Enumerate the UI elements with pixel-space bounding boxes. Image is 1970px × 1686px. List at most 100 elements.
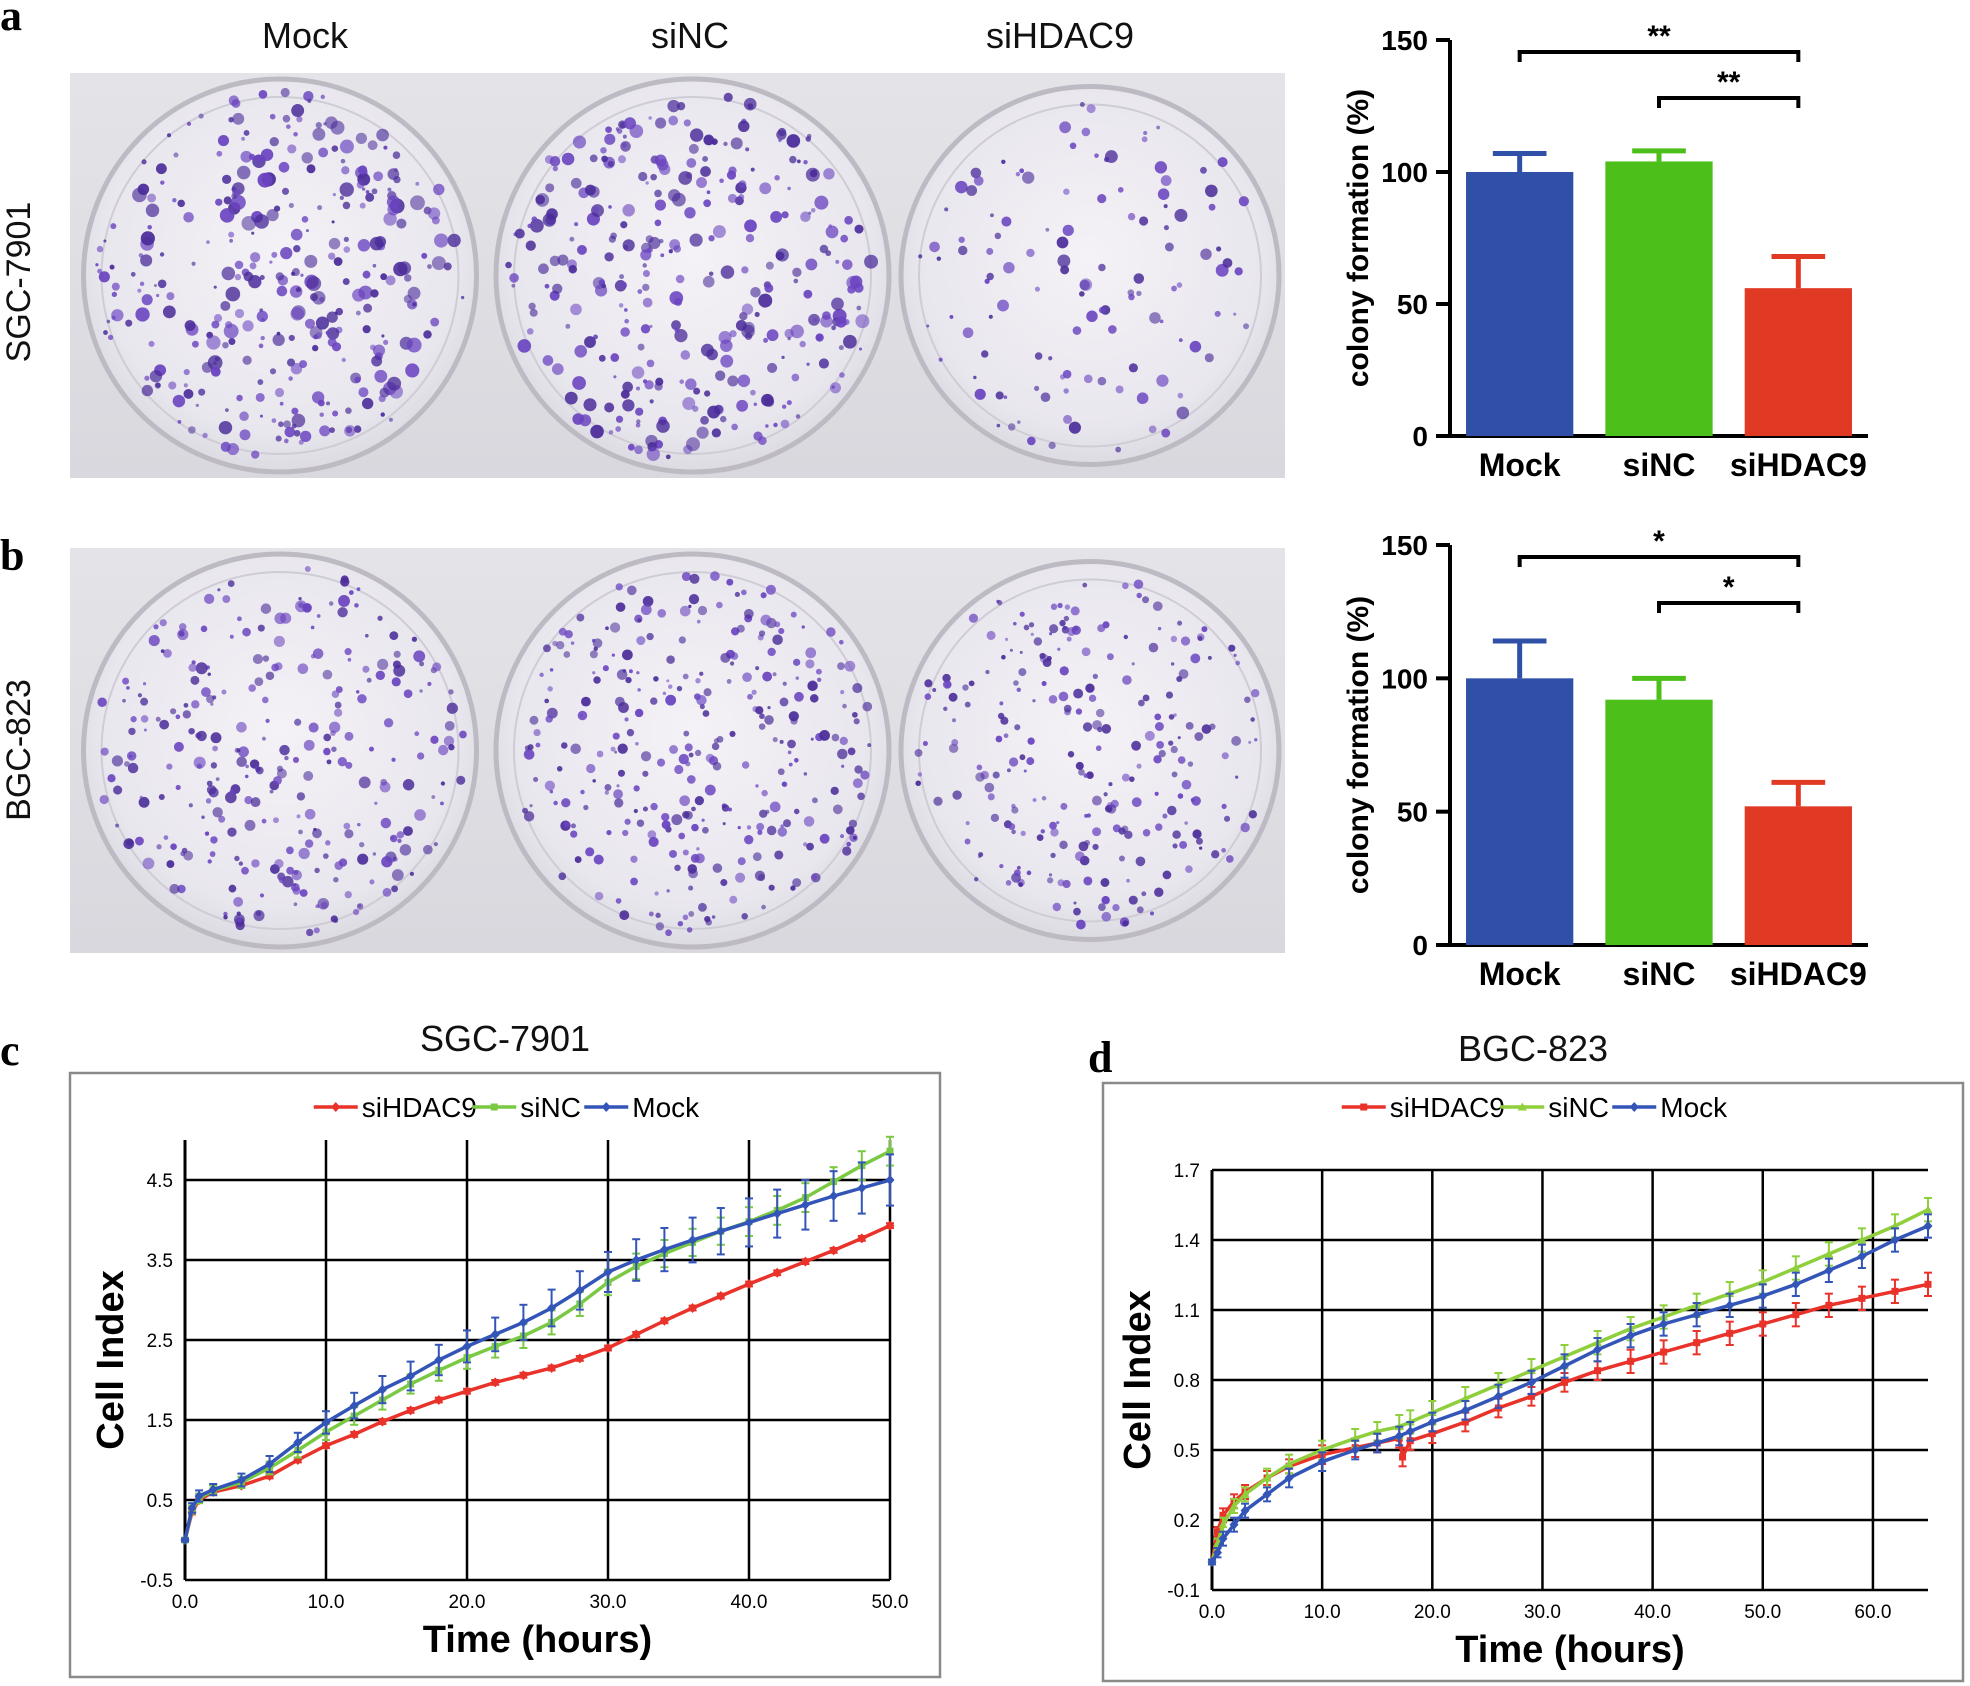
data-point xyxy=(1493,1391,1503,1402)
y-tick-label: 0.5 xyxy=(147,1491,173,1512)
data-point xyxy=(1559,1361,1569,1371)
legend-item-sihdac9: siHDAC9 xyxy=(1341,1092,1505,1123)
significance-label: ** xyxy=(1717,66,1741,99)
data-point xyxy=(1725,1300,1735,1311)
bar-chart-sgc-7901: 0 50 100 150 colony formation (%) Mock siNC siH… xyxy=(1342,20,1868,483)
data-point xyxy=(1924,1280,1932,1288)
data-point xyxy=(886,1147,894,1155)
data-point xyxy=(1240,1505,1250,1516)
data-point xyxy=(575,1285,585,1296)
data-point xyxy=(829,1191,839,1201)
data-point xyxy=(744,1279,754,1289)
error-bar xyxy=(1632,148,1686,162)
data-point xyxy=(377,1384,387,1395)
data-point xyxy=(1693,1339,1701,1347)
y-axis-label: Cell Index xyxy=(90,1270,132,1450)
column-label-sinc: siNC xyxy=(651,15,729,56)
bar xyxy=(1466,678,1574,945)
data-point xyxy=(1923,1205,1933,1214)
data-point xyxy=(1626,1330,1636,1341)
x-tick-label: Mock xyxy=(1479,956,1561,992)
data-point xyxy=(772,1208,782,1219)
data-point xyxy=(1923,1221,1933,1231)
data-point xyxy=(857,1183,867,1193)
bar xyxy=(1605,161,1713,436)
x-tick-label: siNC xyxy=(1623,956,1696,992)
data-point xyxy=(349,1400,359,1411)
x-tick-label: 0.0 xyxy=(1199,1602,1225,1623)
data-point xyxy=(1791,1263,1801,1272)
significance-bracket: ** xyxy=(1517,20,1801,62)
data-point xyxy=(603,1343,613,1353)
y-tick-label: 1.1 xyxy=(1174,1301,1200,1322)
data-point xyxy=(1460,1405,1470,1416)
data-point xyxy=(1891,1287,1899,1295)
data-point xyxy=(518,1370,528,1381)
data-point xyxy=(1218,1520,1228,1529)
significance-label: * xyxy=(1653,525,1665,558)
legend-item-sinc: siNC xyxy=(472,1092,581,1123)
data-point xyxy=(885,1175,895,1185)
data-point xyxy=(1262,1473,1272,1482)
data-point xyxy=(1758,1291,1768,1301)
data-point xyxy=(1692,1309,1702,1320)
data-point xyxy=(265,1459,275,1469)
legend: siHDAC9 siNC Mock xyxy=(313,1092,700,1123)
x-tick-label: 40.0 xyxy=(1634,1602,1671,1623)
significance-bracket: * xyxy=(1657,571,1801,613)
column-label-sihdac9: siHDAC9 xyxy=(986,15,1134,56)
row-label-bgc-823: BGC-823 xyxy=(0,679,38,821)
data-point xyxy=(1824,1249,1834,1258)
chart-frame xyxy=(68,1071,942,1679)
y-tick-label: 50 xyxy=(1397,289,1428,320)
legend-item-mock: Mock xyxy=(584,1092,700,1123)
data-point xyxy=(547,1303,557,1313)
error-bar xyxy=(1492,151,1547,172)
data-point xyxy=(1857,1251,1867,1262)
data-point xyxy=(1405,1426,1415,1437)
data-point xyxy=(772,1267,782,1278)
data-point xyxy=(1461,1418,1469,1426)
y-tick-label: 2.5 xyxy=(147,1331,173,1352)
error-bar xyxy=(1771,253,1826,289)
petri-dish xyxy=(81,551,479,950)
x-tick-label: 30.0 xyxy=(590,1592,627,1613)
x-tick-label: siNC xyxy=(1623,447,1696,483)
x-axis-label: Time (hours) xyxy=(1455,1629,1684,1671)
data-point xyxy=(518,1317,528,1328)
data-point xyxy=(601,1102,611,1112)
y-tick-label: 150 xyxy=(1381,530,1428,561)
data-point xyxy=(331,1102,341,1112)
y-tick-label: 4.5 xyxy=(147,1171,173,1192)
data-point xyxy=(1526,1377,1536,1388)
data-point xyxy=(885,1220,895,1231)
series-line-mock xyxy=(1207,1213,1933,1567)
data-point xyxy=(434,1355,444,1365)
significance-label: ** xyxy=(1647,20,1671,53)
y-tick-label: 0.8 xyxy=(1174,1371,1200,1392)
data-point xyxy=(321,1440,331,1451)
petri-dish xyxy=(493,76,892,475)
data-point xyxy=(1517,1102,1527,1111)
data-point xyxy=(490,1329,500,1340)
data-point xyxy=(744,1217,754,1228)
data-point xyxy=(631,1329,641,1340)
x-tick-label: 10.0 xyxy=(308,1592,345,1613)
bar-chart-bgc-823: 0 50 100 150 colony formation (%) Mock siNC siH… xyxy=(1342,525,1868,992)
legend-label: siNC xyxy=(520,1092,581,1123)
line-chart-bgc-823: BGC-823 0.0 10.0 20.0 30.0 40.0 50.0 60.0 -0.1 0.… xyxy=(1101,1028,1965,1683)
legend-label: Mock xyxy=(632,1092,700,1123)
y-tick-label: -0.5 xyxy=(140,1571,173,1592)
data-point xyxy=(1627,1357,1635,1365)
data-point xyxy=(800,1256,810,1267)
legend-item-sinc: siNC xyxy=(1500,1092,1609,1123)
data-point xyxy=(1372,1438,1382,1448)
data-point xyxy=(1594,1367,1602,1375)
data-point xyxy=(1660,1348,1668,1356)
data-point xyxy=(1791,1279,1801,1290)
y-tick-label: 150 xyxy=(1381,25,1428,56)
legend-item-mock: Mock xyxy=(1612,1092,1728,1123)
significance-bracket: * xyxy=(1517,525,1801,567)
x-tick-label: 10.0 xyxy=(1304,1602,1341,1623)
x-tick-label: 50.0 xyxy=(1744,1602,1781,1623)
